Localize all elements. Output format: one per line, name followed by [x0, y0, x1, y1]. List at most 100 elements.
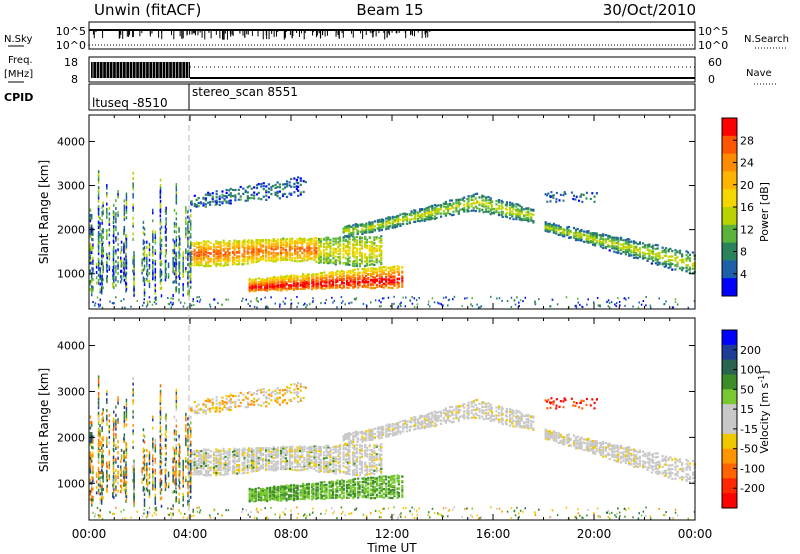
- power-cell: [478, 201, 481, 204]
- power-cell: [334, 255, 337, 258]
- power-cell: [143, 280, 146, 284]
- power-cell: [371, 225, 374, 228]
- power-cell: [446, 203, 450, 206]
- power-cell: [294, 244, 297, 248]
- velocity-cell: [277, 495, 280, 498]
- power-cell: [387, 278, 390, 281]
- power-cell: [282, 300, 285, 303]
- power-cell: [437, 204, 440, 207]
- velocity-cell: [357, 492, 360, 495]
- power-cell: [501, 201, 504, 204]
- power-cell: [344, 257, 348, 260]
- power-cell: [688, 271, 691, 274]
- power-cell: [290, 192, 293, 195]
- velocity-cell: [271, 488, 274, 491]
- power-cell: [310, 279, 314, 282]
- power-cell: [364, 281, 368, 284]
- power-cell: [628, 249, 631, 252]
- power-cell: [236, 243, 239, 246]
- power-cell: [97, 191, 100, 195]
- power-cell: [368, 228, 371, 231]
- velocity-cell: [342, 480, 345, 483]
- power-cell: [378, 305, 381, 308]
- power-cell: [143, 259, 146, 263]
- power-cell: [108, 233, 111, 237]
- power-cell: [248, 247, 251, 250]
- power-cell: [255, 241, 258, 244]
- power-cell: [638, 255, 642, 258]
- power-cell: [617, 239, 620, 242]
- power-cell: [187, 231, 189, 235]
- power-cell: [323, 281, 326, 284]
- velocity-cell: [190, 467, 193, 470]
- power-cell: [106, 266, 108, 270]
- power-cell: [253, 290, 256, 293]
- power-cell: [344, 228, 347, 232]
- power-cell: [626, 250, 629, 254]
- power-cell: [301, 243, 304, 246]
- power-cell: [467, 195, 470, 198]
- power-cell: [145, 305, 148, 308]
- power-cell: [511, 206, 514, 209]
- power-cell: [497, 205, 501, 208]
- velocity-cell: [283, 485, 286, 488]
- power-cell: [182, 261, 184, 265]
- power-cell: [642, 300, 645, 303]
- power-cell: [294, 252, 297, 255]
- power-cell: [260, 287, 263, 290]
- power-cell: [450, 199, 454, 202]
- power-cell: [254, 284, 257, 287]
- velocity-cell: [369, 488, 373, 491]
- power-cell: [272, 237, 275, 241]
- velocity-cell: [364, 487, 368, 491]
- power-cell: [246, 199, 249, 202]
- power-cell: [120, 264, 123, 268]
- power-cell: [274, 193, 277, 196]
- power-cell: [187, 284, 189, 288]
- power-cell: [270, 242, 273, 245]
- power-cell: [284, 302, 286, 305]
- power-cell: [100, 259, 103, 263]
- power-cell: [665, 300, 667, 303]
- power-cell: [658, 263, 661, 266]
- velocity-cell: [323, 497, 326, 501]
- power-cell: [313, 239, 316, 243]
- velocity-cell: [310, 495, 314, 498]
- velocity-cell: [196, 465, 199, 468]
- power-cell: [365, 225, 368, 228]
- power-cell: [671, 249, 674, 253]
- power-cell: [185, 235, 187, 239]
- velocity-cell: [228, 462, 231, 466]
- velocity-cell: [226, 463, 230, 466]
- velocity-cell: [380, 495, 383, 499]
- power-cell: [315, 239, 318, 242]
- power-cell: [251, 284, 254, 287]
- velocity-cell: [363, 495, 366, 498]
- power-cell: [92, 230, 94, 234]
- power-cell: [325, 274, 328, 277]
- power-cell: [288, 287, 291, 291]
- power-cell: [334, 281, 338, 284]
- power-cell: [320, 284, 324, 287]
- power-cell: [296, 295, 298, 298]
- power-cell: [277, 279, 280, 282]
- power-cell: [638, 247, 642, 250]
- power-cell: [297, 194, 300, 197]
- power-cell: [292, 284, 295, 287]
- power-cell: [382, 226, 385, 229]
- velocity-cell: [219, 454, 222, 457]
- power-cell: [338, 252, 342, 255]
- power-cell: [219, 253, 222, 256]
- power-cell: [301, 277, 305, 280]
- velocity-cell: [358, 492, 361, 495]
- power-cell: [352, 235, 355, 238]
- power-cell: [99, 235, 101, 239]
- velocity-cell: [349, 487, 352, 490]
- power-cell: [208, 193, 212, 196]
- power-cell: [296, 240, 299, 244]
- power-cell: [544, 225, 547, 228]
- power-cell: [626, 238, 629, 241]
- power-cell: [622, 244, 625, 247]
- velocity-cell: [202, 473, 205, 477]
- power-cell: [117, 248, 119, 252]
